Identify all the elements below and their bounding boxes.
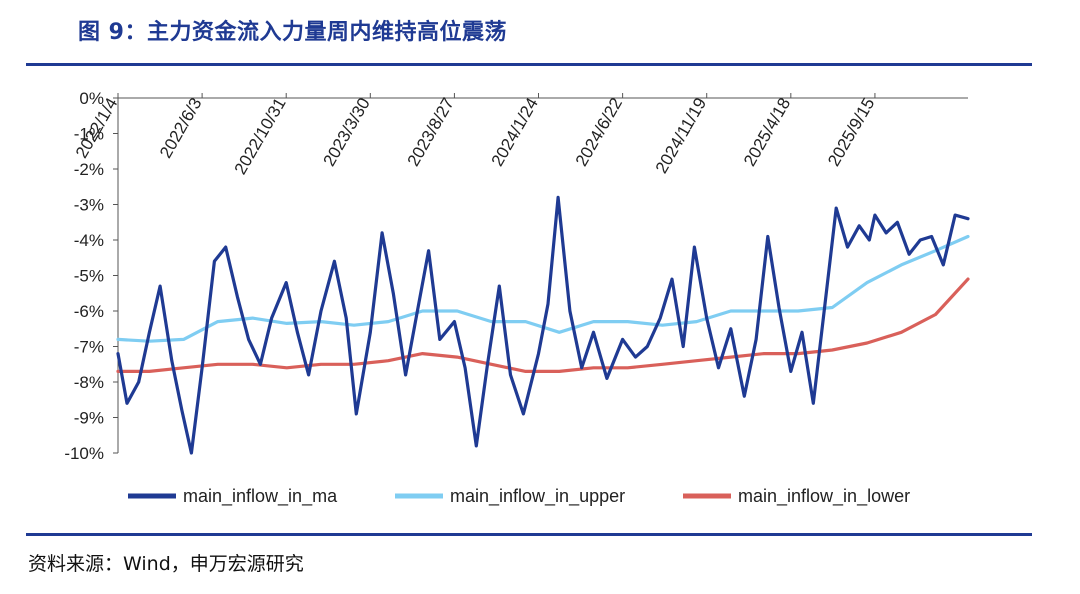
page-title: 图 9：主力资金流入力量周内维持高位震荡: [78, 20, 507, 45]
footer-rule: [26, 533, 1032, 536]
x-tick-label: 2025/9/15: [824, 95, 878, 170]
x-tick-label: 2023/8/27: [404, 95, 458, 170]
y-tick-label: -5%: [74, 267, 104, 286]
y-tick-label: -3%: [74, 196, 104, 215]
line-chart: 0% -1% -2% -3% -4% -5% -6% -7% -8% -9% -10% 2022/1…: [64, 89, 970, 507]
legend-label: main_inflow_in_lower: [738, 486, 910, 507]
y-tick-label: -8%: [74, 373, 104, 392]
y-tick-label: -2%: [74, 160, 104, 179]
y-axis: 0% -1% -2% -3% -4% -5% -6% -7% -8% -9% -10%: [64, 89, 119, 463]
x-tick-label: 2024/1/24: [488, 95, 542, 170]
y-tick-label: -7%: [74, 338, 104, 357]
y-tick-label: -1%: [74, 125, 104, 144]
x-tick-label: 2025/4/18: [740, 95, 794, 170]
y-tick-label: 0%: [79, 89, 104, 108]
legend-label: main_inflow_in_ma: [183, 486, 338, 507]
y-tick-label: -9%: [74, 409, 104, 428]
y-tick-label: -6%: [74, 302, 104, 321]
x-tick-label: 2022/6/3: [156, 95, 206, 162]
series-layer: [116, 195, 970, 455]
x-tick-label: 2024/11/19: [652, 95, 710, 177]
header-rule: [26, 63, 1032, 66]
x-tick-label: 2024/6/22: [572, 95, 626, 170]
legend-label: main_inflow_in_upper: [450, 486, 625, 507]
y-tick-label: -4%: [74, 231, 104, 250]
legend: main_inflow_in_ma main_inflow_in_upper mai…: [128, 486, 910, 507]
x-tick-label: 2023/3/30: [319, 95, 373, 170]
series-line-main-inflow-in-ma: [116, 195, 970, 455]
source-note: 资料来源：Wind，申万宏源研究: [28, 553, 304, 575]
x-axis: 2022/1/4 2022/6/3 2022/10/31 2023/3/30 2023/…: [72, 93, 968, 178]
x-tick-label: 2022/10/31: [231, 95, 290, 178]
series-line-main-inflow-in-lower: [116, 277, 970, 373]
y-tick-label: -10%: [64, 444, 104, 463]
